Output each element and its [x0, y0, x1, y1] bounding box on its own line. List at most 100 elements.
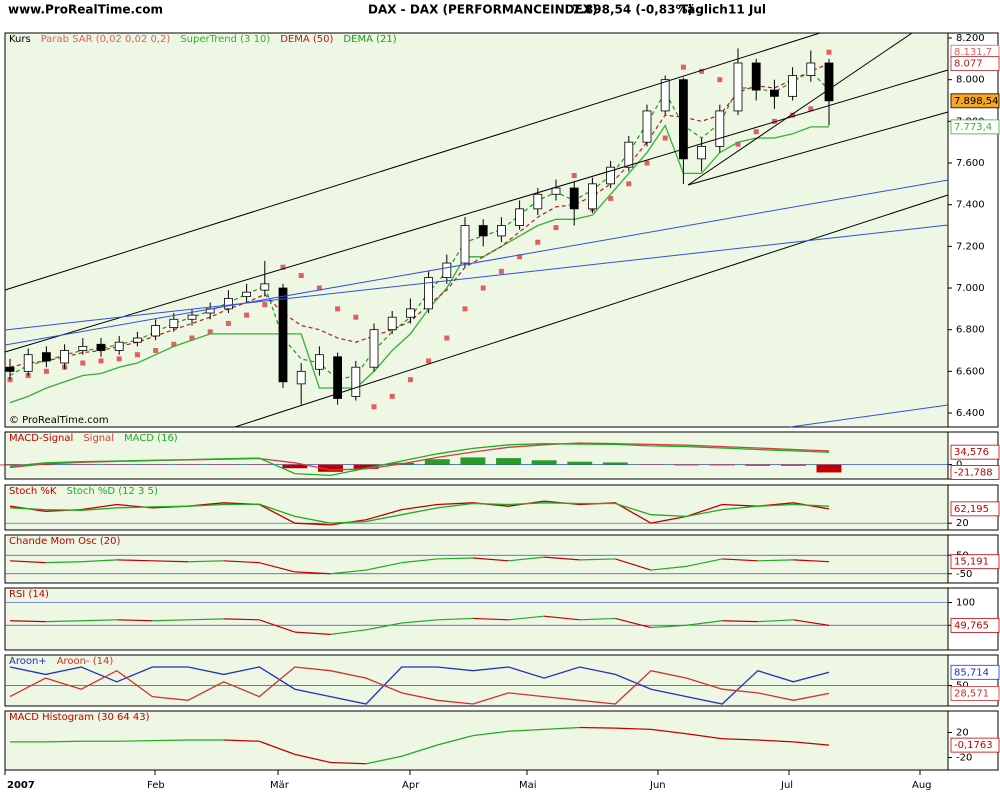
- y-tick-label: 8.000: [956, 75, 985, 86]
- candle-body: [424, 277, 434, 310]
- line-segment: [472, 730, 509, 737]
- candle-body: [405, 308, 415, 318]
- y-tick-label: 20: [956, 728, 969, 739]
- series-line: [9, 124, 829, 404]
- price-tag-label: 8.077: [954, 59, 983, 70]
- line-segment: [81, 559, 117, 563]
- line-segment: [615, 727, 651, 730]
- line-segment: [757, 619, 794, 623]
- y-tick-label: 7.200: [956, 241, 985, 252]
- line-segment: [686, 733, 723, 740]
- legend-entry: Signal: [83, 433, 114, 444]
- legend-entry: SuperTrend (3 10): [180, 34, 270, 45]
- line-segment: [793, 559, 830, 563]
- date: 11 Jul: [728, 3, 766, 17]
- histogram-bar: [780, 464, 806, 466]
- sar-dot: [571, 173, 577, 179]
- sar-dot: [498, 268, 504, 274]
- sar-dot: [480, 285, 486, 291]
- line-segment: [223, 618, 260, 621]
- y-tick-label: -50: [956, 569, 972, 580]
- sar-dot: [462, 306, 468, 312]
- candle-body: [278, 287, 288, 383]
- legend-entry: DEMA (21): [343, 34, 396, 45]
- price-tag-label: -21,788: [954, 467, 993, 478]
- price-tag: [950, 554, 1000, 570]
- price-tag: [950, 686, 1000, 701]
- line-segment: [544, 726, 580, 730]
- y-tick-label: 7.600: [956, 158, 985, 169]
- line-segment: [793, 619, 830, 626]
- legend-entry: Stoch %K: [9, 486, 57, 497]
- candle-body: [242, 291, 252, 297]
- line-segment: [294, 753, 331, 764]
- trend-line: [234, 194, 949, 428]
- sar-dot: [98, 358, 104, 364]
- candle-body: [478, 225, 488, 237]
- candle-body: [333, 356, 343, 399]
- series-line: [9, 502, 830, 524]
- candle-body: [442, 262, 452, 279]
- trend-line: [4, 69, 949, 353]
- line-segment: [223, 560, 260, 564]
- line-segment: [544, 556, 580, 561]
- price-tag-label: -0,1763: [954, 740, 993, 751]
- line-segment: [650, 624, 687, 629]
- histogram-bar: [674, 464, 700, 466]
- panel: 20 Stoch %K Stoch %D (12 3 5) 62,195: [4, 484, 1000, 531]
- trend-lines: [4, 32, 949, 428]
- legend-entry: Chande Mom Osc (20): [9, 536, 121, 547]
- candle-body: [5, 366, 15, 372]
- price-tag-label: 8.131,7: [954, 47, 992, 58]
- candle-body: [460, 225, 470, 264]
- line-segment: [294, 571, 331, 575]
- price-tag: [950, 501, 1000, 517]
- candle-body: [132, 337, 142, 343]
- period: Täglich: [680, 3, 728, 17]
- trend-line: [4, 224, 949, 331]
- line-segment: [9, 620, 46, 623]
- histogram-bar: [318, 464, 343, 472]
- line-segment: [259, 619, 296, 633]
- sar-dot: [262, 302, 268, 308]
- line-segment: [686, 620, 723, 626]
- line-segment: [437, 617, 473, 621]
- histogram-bar: [745, 464, 771, 466]
- line-segment: [437, 735, 474, 746]
- legend-entry: Stoch %D (12 3 5): [66, 486, 157, 497]
- line-segment: [365, 622, 402, 631]
- sar-dot: [244, 312, 250, 318]
- candle-body: [606, 166, 615, 185]
- candle-body: [60, 350, 69, 364]
- legend-entry: Aroon+: [9, 656, 47, 667]
- line-segment: [722, 558, 758, 562]
- sar-dot: [790, 112, 796, 118]
- x-tick-label: 2007: [7, 780, 35, 791]
- sar-dot: [680, 64, 686, 70]
- line-segment: [722, 620, 758, 623]
- candle-body: [806, 62, 816, 76]
- line-segment: [365, 755, 402, 765]
- line-segment: [793, 741, 830, 746]
- legend-entry: Parab SAR (0,02 0,02 0,2): [41, 34, 171, 45]
- sar-dot: [335, 306, 341, 312]
- panel-frame: [4, 534, 949, 584]
- sar-dot: [444, 335, 450, 341]
- line-segment: [579, 726, 616, 729]
- line-segment: [437, 557, 473, 560]
- candle-body: [588, 183, 597, 210]
- legend-entry: Aroon- (14): [57, 656, 114, 667]
- histogram-bar: [460, 457, 486, 465]
- sar-dot: [699, 68, 705, 74]
- y-tick-label: 50: [956, 681, 969, 692]
- candle-body: [260, 283, 270, 291]
- watermark: © ProRealTime.com: [9, 415, 109, 426]
- candle-body: [296, 370, 306, 385]
- price-tag-label: 62,195: [954, 504, 989, 515]
- x-tick-label: Jun: [649, 780, 666, 791]
- sar-dot: [134, 352, 140, 358]
- legend-entry: MACD-Signal: [9, 433, 73, 444]
- line-segment: [294, 631, 331, 635]
- legend-entry: RSI (14): [9, 589, 49, 600]
